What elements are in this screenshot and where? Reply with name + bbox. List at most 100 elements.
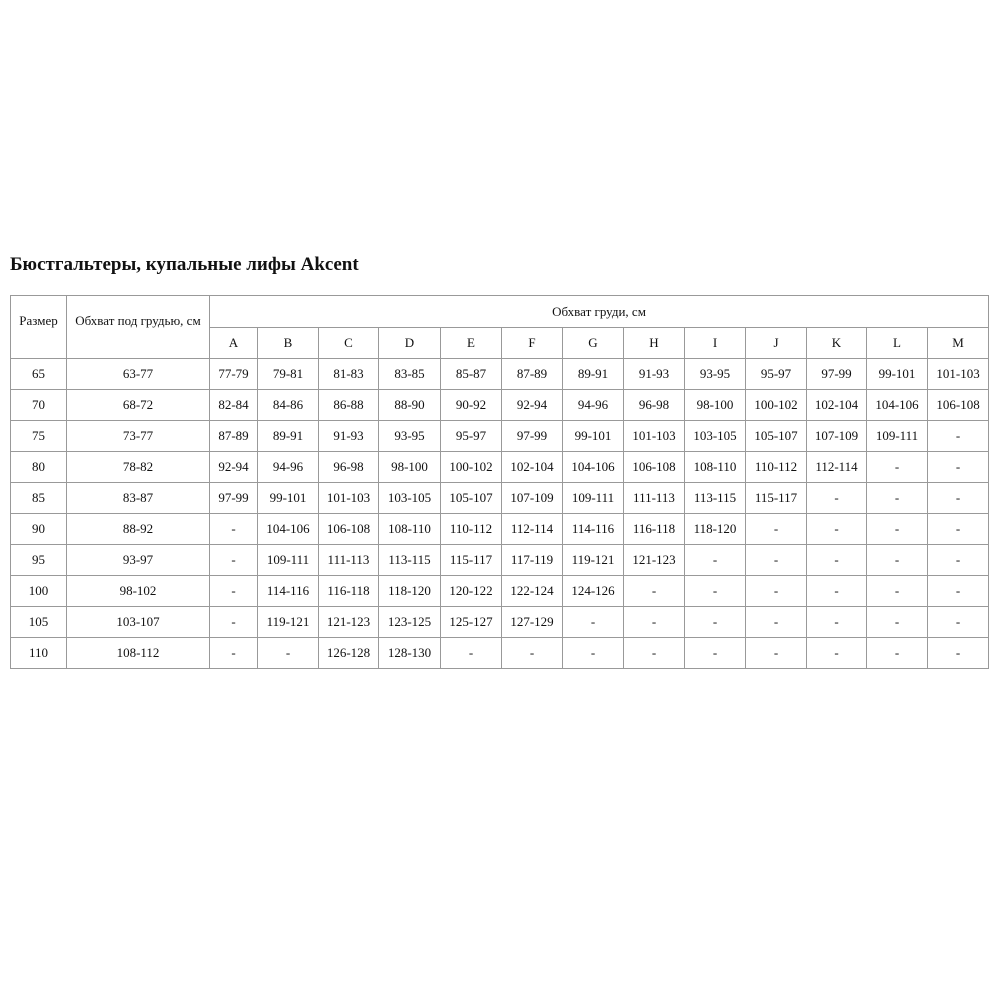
underbust-cell: 63-77 (66, 358, 210, 390)
bust-cell: - (926, 513, 990, 545)
bust-cell: - (806, 575, 867, 607)
underbust-cell: 93-97 (66, 544, 210, 576)
bust-cell: 99-101 (257, 482, 319, 514)
bust-cell: 114-116 (562, 513, 624, 545)
header-cup: J (745, 327, 807, 359)
bust-cell: 109-111 (866, 420, 928, 452)
underbust-cell: 98-102 (66, 575, 210, 607)
header-cup: F (501, 327, 563, 359)
bust-cell: - (806, 637, 867, 669)
bust-cell: 123-125 (378, 606, 441, 638)
bust-cell: 106-108 (623, 451, 685, 483)
bust-cell: 101-103 (318, 482, 379, 514)
bust-cell: 119-121 (562, 544, 624, 576)
bust-cell: 89-91 (257, 420, 319, 452)
bust-cell: 121-123 (623, 544, 685, 576)
underbust-cell: 103-107 (66, 606, 210, 638)
bust-cell: 97-99 (501, 420, 563, 452)
bust-cell: 100-102 (440, 451, 502, 483)
bust-cell: 112-114 (501, 513, 563, 545)
bust-cell: 92-94 (501, 389, 563, 421)
header-cup: D (378, 327, 441, 359)
size-cell: 75 (10, 420, 67, 452)
underbust-cell: 108-112 (66, 637, 210, 669)
bust-cell: 97-99 (209, 482, 258, 514)
bust-cell: 97-99 (806, 358, 867, 390)
bust-cell: 126-128 (318, 637, 379, 669)
bust-cell: 104-106 (866, 389, 928, 421)
bust-cell: - (866, 575, 928, 607)
bust-cell: 127-129 (501, 606, 563, 638)
bust-cell: 128-130 (378, 637, 441, 669)
bust-cell: 94-96 (257, 451, 319, 483)
underbust-cell: 73-77 (66, 420, 210, 452)
header-underbust: Обхват под грудью, см (66, 295, 210, 359)
bust-cell: - (745, 544, 807, 576)
bust-cell: 124-126 (562, 575, 624, 607)
header-cup: G (562, 327, 624, 359)
bust-cell: 103-105 (684, 420, 746, 452)
bust-cell: 121-123 (318, 606, 379, 638)
bust-cell: - (745, 637, 807, 669)
bust-cell: 104-106 (562, 451, 624, 483)
bust-cell: 113-115 (684, 482, 746, 514)
header-cup: I (684, 327, 746, 359)
bust-cell: 79-81 (257, 358, 319, 390)
bust-cell: 81-83 (318, 358, 379, 390)
header-cup: E (440, 327, 502, 359)
bust-cell: 113-115 (378, 544, 441, 576)
underbust-cell: 78-82 (66, 451, 210, 483)
bust-cell: - (684, 544, 746, 576)
bust-cell: - (623, 637, 685, 669)
bust-cell: - (866, 606, 928, 638)
header-size: Размер (10, 295, 67, 359)
bust-cell: - (806, 606, 867, 638)
size-cell: 105 (10, 606, 67, 638)
bust-cell: - (257, 637, 319, 669)
bust-cell: - (440, 637, 502, 669)
bust-cell: 101-103 (623, 420, 685, 452)
bust-cell: 92-94 (209, 451, 258, 483)
header-cup: A (209, 327, 258, 359)
table-row: 65 63-77 77-79 79-81 81-83 83-85 85-87 87-89 89-… (10, 358, 990, 390)
bust-cell: - (684, 606, 746, 638)
bust-cell: - (745, 606, 807, 638)
bust-cell: - (926, 420, 990, 452)
bust-cell: 122-124 (501, 575, 563, 607)
bust-cell: - (209, 606, 258, 638)
bust-cell: - (866, 637, 928, 669)
size-cell: 110 (10, 637, 67, 669)
bust-cell: 88-90 (378, 389, 441, 421)
bust-cell: 109-111 (562, 482, 624, 514)
bust-cell: - (623, 575, 685, 607)
bust-cell: 86-88 (318, 389, 379, 421)
bust-cell: 98-100 (684, 389, 746, 421)
bust-cell: 99-101 (562, 420, 624, 452)
bust-cell: - (745, 513, 807, 545)
bust-cell: 108-110 (684, 451, 746, 483)
bust-cell: 119-121 (257, 606, 319, 638)
page-title: Бюстгальтеры, купальные лифы Akcent (10, 254, 359, 275)
bust-cell: 100-102 (745, 389, 807, 421)
table-row: 85 83-87 97-99 99-101 101-103 103-105 105-107 1… (10, 482, 990, 514)
bust-cell: - (209, 575, 258, 607)
header-bust: Обхват груди, см (208, 295, 990, 328)
bust-cell: 111-113 (623, 482, 685, 514)
bust-cell: - (866, 544, 928, 576)
table-row: 100 98-102-114-116 116-118 118-120 120-122 12… (10, 575, 990, 607)
table-row: 105 103-107-119-121 121-123 123-125 125-127 1… (10, 606, 990, 638)
table-row: 95 93-97-109-111 111-113 113-115 115-117 117-… (10, 544, 990, 576)
underbust-cell: 83-87 (66, 482, 210, 514)
bust-cell: - (209, 637, 258, 669)
bust-cell: 105-107 (745, 420, 807, 452)
bust-cell: 90-92 (440, 389, 502, 421)
bust-cell: 91-93 (318, 420, 379, 452)
bust-cell: - (866, 451, 928, 483)
bust-cell: 112-114 (806, 451, 867, 483)
bust-cell: 118-120 (378, 575, 441, 607)
bust-cell: 84-86 (257, 389, 319, 421)
bust-cell: - (866, 482, 928, 514)
table-row: 75 73-77 87-89 89-91 91-93 93-95 95-97 97-99 99-… (10, 420, 990, 452)
bust-cell: 117-119 (501, 544, 563, 576)
bust-cell: - (866, 513, 928, 545)
